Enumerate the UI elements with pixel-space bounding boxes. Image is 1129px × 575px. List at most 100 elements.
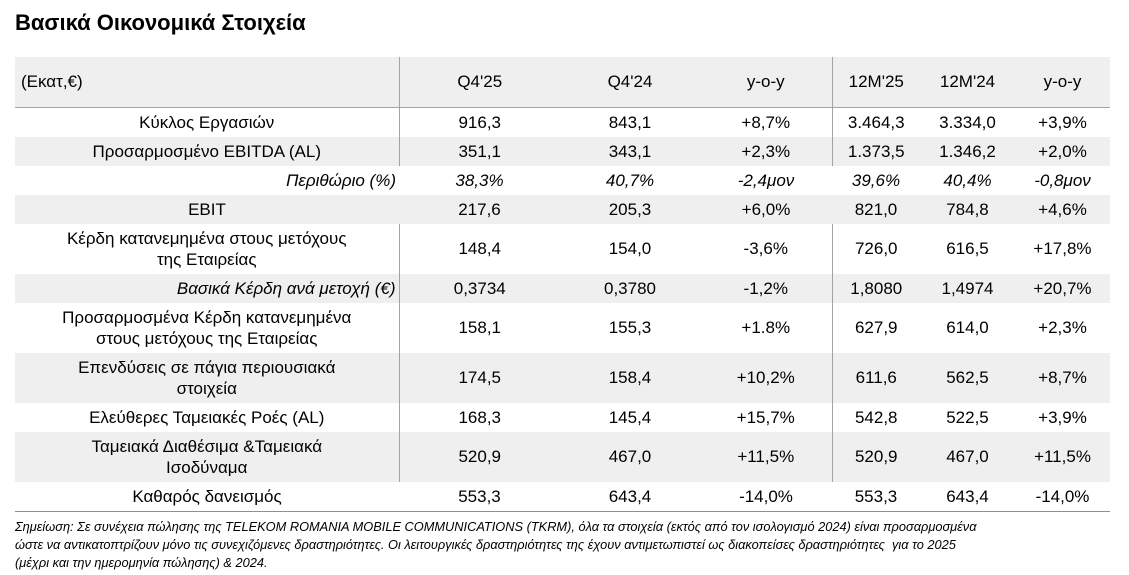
row-label: Βασικά Κέρδη ανά μετοχή (€) [15, 273, 400, 303]
financials-table: (Εκατ,€) Q4'25 Q4'24 y-o-y 12M'25 12M'24… [15, 57, 1110, 512]
cell-value: +6,0% [700, 194, 832, 224]
column-header-yoy-quarter: y-o-y [700, 57, 833, 108]
cell-value: +3,9% [1038, 407, 1087, 427]
cell-value: 643,4 [920, 481, 1015, 512]
row-label: Κύκλος Εργασιών [15, 107, 400, 137]
cell-value: 3.464,3 [847, 112, 905, 132]
column-header-q425: Q4'25 [399, 57, 560, 108]
cell-value: 168,3 [458, 407, 502, 427]
row-label: Προσαρμοσμένα Κέρδη κατανεμημένα στους μ… [15, 302, 400, 353]
cell-value: 154,0 [608, 239, 652, 258]
cell-value: 784,8 [920, 194, 1015, 224]
cell-value: 916,3 [458, 112, 502, 132]
cell-value: +8,7% [1015, 352, 1110, 403]
cell-value: 38,3% [455, 170, 504, 190]
cell-value: 467,0 [920, 431, 1015, 482]
row-label: Επενδύσεις σε πάγια περιουσιακά στοιχεία [15, 352, 400, 403]
row-label: EBIT [15, 194, 399, 224]
cell-value: 821,0 [832, 194, 920, 224]
cell-value: 467,0 [560, 431, 700, 482]
cell-value: +15,7% [700, 402, 833, 432]
cell-value: +10,2% [700, 352, 833, 403]
cell-value: 643,4 [560, 481, 700, 512]
column-header-12m24: 12M'24 [920, 57, 1015, 108]
cell-value: 627,9 [854, 318, 898, 337]
cell-value: 351,1 [399, 136, 560, 166]
cell-value: +8,7% [700, 107, 833, 137]
cell-value: +2,3% [700, 136, 833, 166]
row-label: Κέρδη κατανεμημένα στους μετόχους της Ετ… [15, 223, 400, 274]
cell-value: 616,5 [946, 239, 989, 258]
cell-value: 158,1 [458, 318, 502, 337]
table-row: Βασικά Κέρδη ανά μετοχή (€) 0,3734 0,3780-… [15, 273, 1110, 303]
cell-value: 553,3 [399, 481, 560, 512]
column-header-yoy-year: y-o-y [1015, 57, 1110, 108]
cell-value: 611,6 [832, 352, 920, 403]
table-row: Κύκλος Εργασιών 916,3 843,1 +8,7% 3.464,3 3.3… [15, 107, 1110, 137]
footnote-line: (μέχρι και την ημερομηνία πώλησης) & 202… [15, 554, 268, 570]
cell-value: 40,4% [943, 170, 992, 190]
page-title: Βασικά Οικονομικά Στοιχεία [15, 10, 306, 35]
cell-value: -14,0% [1015, 481, 1110, 512]
table-row: Ταμειακά Διαθέσιμα &Ταμειακά Ισοδύναμα 52… [15, 431, 1110, 482]
table-header: (Εκατ,€) Q4'25 Q4'24 y-o-y 12M'25 12M'24… [15, 57, 1110, 108]
cell-value: 40,7% [605, 170, 655, 190]
cell-value: 174,5 [399, 352, 560, 403]
cell-value: -0,8μον [1034, 170, 1091, 190]
header-row: (Εκατ,€) Q4'25 Q4'24 y-o-y 12M'25 12M'24… [15, 57, 1110, 108]
cell-value: +2,0% [1015, 136, 1110, 166]
cell-value: 148,4 [458, 239, 502, 258]
footnote-line: Σημείωση: Σε συνέχεια πώλησης της TELEKO… [15, 518, 977, 534]
table-row: Ελεύθερες Ταμειακές Ροές (AL) 168,3 145,4 +… [15, 402, 1110, 432]
table-row: EBIT 217,6 205,3 +6,0% 821,0 784,8 +4,6% [15, 194, 1110, 224]
cell-value: 0,3734 [399, 273, 560, 303]
cell-value: 1,8080 [832, 273, 920, 303]
cell-value: 39,6% [851, 170, 901, 190]
table-row: Προσαρμοσμένο EBITDA (AL) 351,1 343,1 +2,3%… [15, 136, 1110, 166]
cell-value: 1.373,5 [832, 136, 920, 166]
cell-value: +20,7% [1015, 273, 1110, 303]
cell-value: 843,1 [608, 112, 652, 132]
cell-value: +1.8% [700, 302, 833, 353]
table-row: Κέρδη κατανεμημένα στους μετόχους της Ετ… [15, 223, 1110, 274]
cell-value: +17,8% [1033, 239, 1092, 258]
column-header-unit: (Εκατ,€) [15, 57, 400, 108]
cell-value: -3,6% [700, 223, 833, 274]
cell-value: +4,6% [1015, 194, 1110, 224]
cell-value: +11,5% [1015, 431, 1110, 482]
cell-value: 3.334,0 [939, 112, 996, 132]
table-row: Επενδύσεις σε πάγια περιουσιακά στοιχεία… [15, 352, 1110, 403]
cell-value: 726,0 [854, 239, 898, 258]
footnote: Σημείωση: Σε συνέχεια πώλησης της TELEKO… [15, 518, 1110, 572]
row-label: Προσαρμοσμένο EBITDA (AL) [15, 136, 400, 166]
footnote-line: ώστε να αντικατοπτρίζουν μόνο τις συνεχι… [15, 536, 956, 552]
cell-value: 522,5 [946, 407, 989, 427]
row-label: Ελεύθερες Ταμειακές Ροές (AL) [15, 402, 400, 432]
cell-value: 520,9 [399, 431, 560, 482]
row-label: Περιθώριο (%) [286, 170, 396, 190]
table-body: Κύκλος Εργασιών 916,3 843,1 +8,7% 3.464,3 3.3… [15, 107, 1110, 512]
column-header-q424: Q4'24 [560, 57, 700, 108]
table-row: Προσαρμοσμένα Κέρδη κατανεμημένα στους μ… [15, 302, 1110, 353]
cell-value: 1,4974 [920, 273, 1015, 303]
table-row: Καθαρός δανεισμός 553,3 643,4 -14,0% 553,3 64… [15, 481, 1110, 512]
cell-value: 155,3 [608, 318, 652, 337]
cell-value: -2,4μον [737, 170, 795, 190]
row-label: Καθαρός δανεισμός [15, 481, 399, 512]
cell-value: 562,5 [920, 352, 1015, 403]
cell-value: 1.346,2 [920, 136, 1015, 166]
table-row: Περιθώριο (%) 38,3% 40,7% -2,4μον 39,6% 40,4%… [15, 166, 1110, 195]
cell-value: 542,8 [854, 407, 898, 427]
cell-value: +11,5% [700, 431, 833, 482]
cell-value: 0,3780 [560, 273, 700, 303]
cell-value: +3,9% [1038, 112, 1087, 132]
cell-value: 553,3 [832, 481, 920, 512]
cell-value: -1,2% [700, 273, 833, 303]
cell-value: 158,4 [560, 352, 700, 403]
column-header-12m25: 12M'25 [832, 57, 920, 108]
cell-value: 520,9 [832, 431, 920, 482]
cell-value: 205,3 [560, 194, 700, 224]
cell-value: 145,4 [608, 407, 652, 427]
cell-value: 614,0 [946, 318, 989, 337]
